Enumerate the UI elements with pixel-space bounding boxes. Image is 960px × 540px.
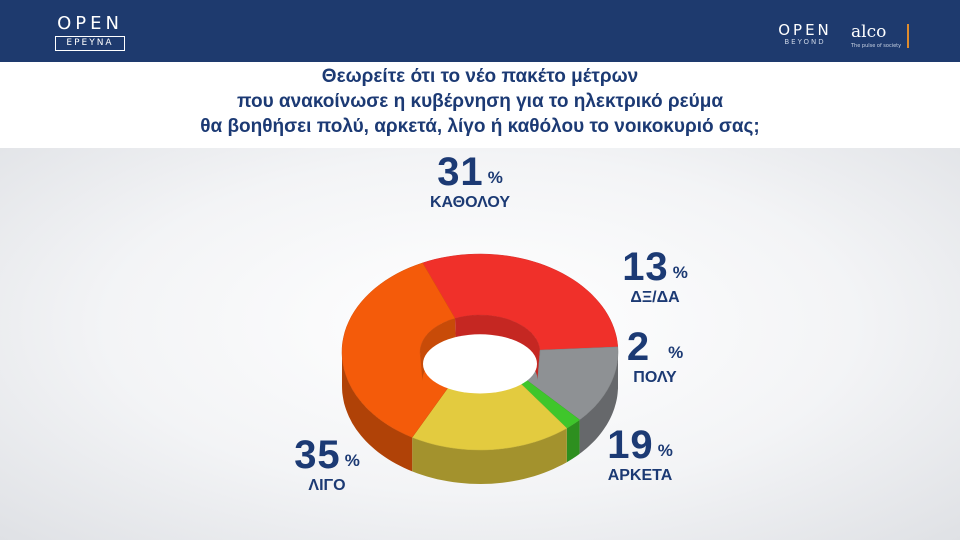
label-katholou: 31% ΚΑΘΟΛΟΥ bbox=[405, 152, 535, 212]
percent-sign: % bbox=[344, 451, 360, 470]
value-label: 2 bbox=[626, 325, 651, 369]
title-line: που ανακοίνωσε η κυβέρνηση για το ηλεκτρ… bbox=[236, 91, 724, 112]
hole-wall-δ-ξ-δα bbox=[537, 350, 540, 381]
slice-side-δ-ξ-δα bbox=[579, 352, 618, 454]
percent-sign: % bbox=[657, 441, 673, 460]
open-beyond-logo: OPEN BEYOND bbox=[770, 22, 840, 46]
label-ligo: 35% ΛΙΓΟ bbox=[272, 435, 382, 495]
category-label: ΚΑΘΟΛΟΥ bbox=[429, 194, 511, 211]
donut-top-faces bbox=[341, 253, 619, 451]
label-dxda: 13% ΔΞ/ΔΑ bbox=[605, 247, 705, 307]
label-arketa: 19% ΑΡΚΕΤΑ bbox=[585, 425, 695, 485]
value-label: 31 bbox=[437, 150, 484, 194]
question-title: Θεωρείτε ότι το νέο πακέτο μέτρων που αν… bbox=[80, 64, 880, 139]
beyond-subtitle: BEYOND bbox=[784, 38, 826, 46]
open-beyond-wordmark: OPEN bbox=[778, 21, 832, 39]
header-bar: OPEN ΕΡΕΥΝΑ OPEN BEYOND alco The pulse o… bbox=[0, 0, 960, 62]
value-label: 35 bbox=[294, 433, 341, 477]
alco-wordmark: alco bbox=[851, 22, 887, 42]
title-line: Θεωρείτε ότι το νέο πακέτο μέτρων bbox=[321, 66, 639, 87]
category-label: ΑΡΚΕΤΑ bbox=[607, 467, 673, 484]
slice-side-αρκετα bbox=[412, 428, 567, 484]
category-label: ΠΟΛΥ bbox=[633, 369, 677, 386]
alco-tagline: The pulse of society bbox=[851, 43, 902, 49]
slice-side-λιγο bbox=[342, 352, 413, 472]
value-label: 19 bbox=[607, 423, 654, 467]
slice-side-πολυ bbox=[566, 419, 580, 463]
value-label: 13 bbox=[622, 245, 669, 289]
open-logo-wordmark: OPEN bbox=[57, 13, 123, 34]
percent-sign: % bbox=[668, 343, 684, 362]
ereuna-logo-subtitle: ΕΡΕΥΝΑ bbox=[55, 36, 125, 51]
category-label: ΛΙΓΟ bbox=[308, 477, 346, 494]
label-poly: 2% ΠΟΛΥ bbox=[610, 327, 700, 387]
percent-sign: % bbox=[487, 168, 503, 187]
alco-logo: alco The pulse of society bbox=[851, 22, 907, 50]
alco-accent-bar bbox=[907, 24, 909, 48]
donut-hole-center bbox=[423, 334, 537, 394]
category-label: ΔΞ/ΔΑ bbox=[630, 289, 680, 306]
donut-hole bbox=[420, 315, 540, 394]
open-ereuna-logo: OPEN ΕΡΕΥΝΑ bbox=[55, 14, 125, 54]
donut-side-walls bbox=[342, 352, 618, 484]
percent-sign: % bbox=[672, 263, 688, 282]
title-line: θα βοηθήσει πολύ, αρκετά, λίγο ή καθόλου… bbox=[200, 116, 760, 137]
